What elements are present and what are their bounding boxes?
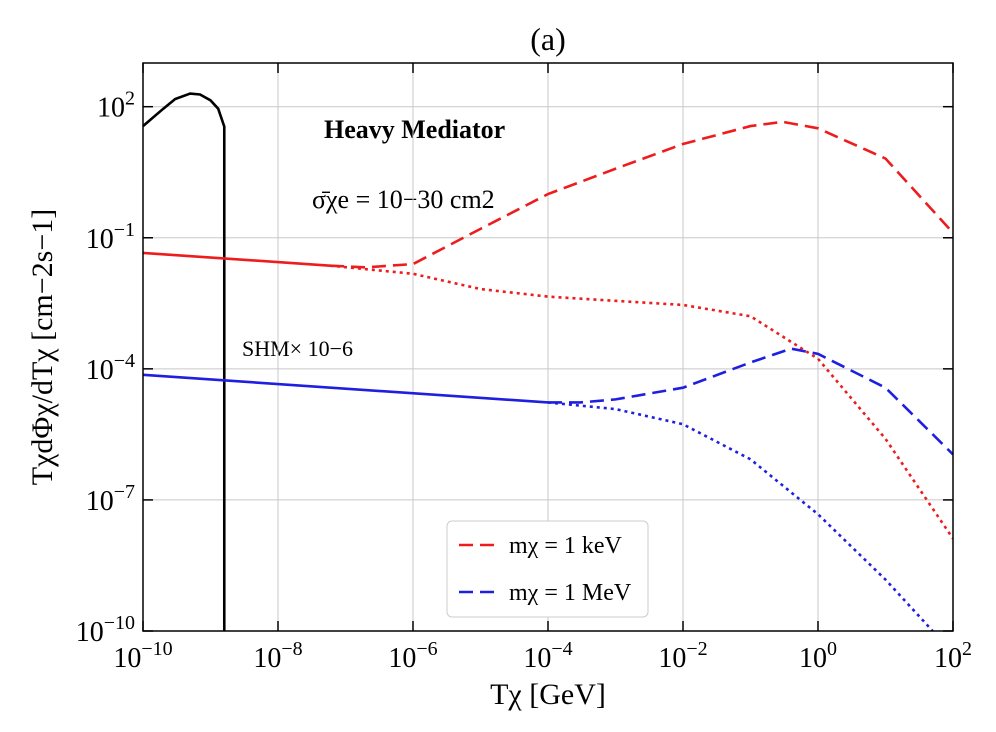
y-tick-label: 102 — [97, 88, 135, 124]
y-tick-label: 10−7 — [86, 481, 135, 517]
series-line — [143, 373, 549, 404]
x-axis-label: Tχ [GeV] — [490, 678, 606, 711]
annotation: Heavy Mediator — [324, 115, 505, 144]
series-line — [547, 401, 934, 631]
plot-lines — [143, 92, 953, 631]
x-tick-label: 10−4 — [523, 638, 572, 674]
y-axis-label: TχdΦχ/dTχ [cm−2s−1] — [26, 209, 59, 486]
x-tick-label: 10−2 — [658, 638, 707, 674]
plot-frame — [142, 62, 954, 632]
x-tick-label: 10−8 — [253, 638, 302, 674]
series-line — [548, 347, 953, 456]
series-line — [143, 92, 226, 631]
chart-title: (a) — [530, 21, 566, 57]
y-tick-label: 10−1 — [86, 219, 135, 255]
series-line — [329, 120, 953, 269]
series-line — [329, 264, 953, 540]
x-tick-label: 100 — [799, 638, 837, 674]
annotation: σ̄χe = 10−30 cm2 — [312, 185, 495, 214]
x-tick-label: 102 — [934, 638, 972, 674]
y-tick-label: 10−10 — [76, 612, 135, 648]
legend-label: mχ = 1 MeV — [509, 580, 632, 606]
x-tick-label: 10−6 — [388, 638, 437, 674]
legend-label: mχ = 1 keV — [509, 533, 623, 559]
x-tick-label: 10−10 — [113, 638, 172, 674]
annotation: SHM× 10−6 — [242, 336, 353, 361]
series-line — [143, 251, 331, 267]
legend-box — [446, 520, 649, 618]
y-tick-label: 10−4 — [86, 350, 135, 386]
